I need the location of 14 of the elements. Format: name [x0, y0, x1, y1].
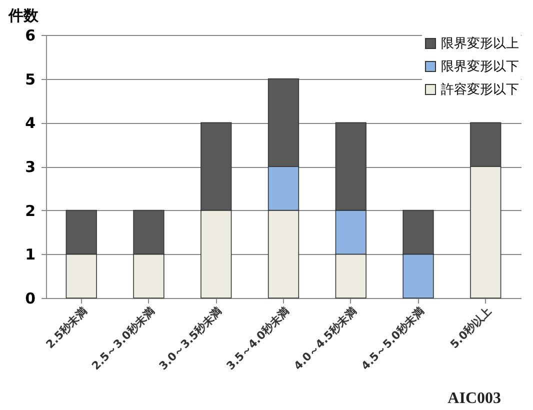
y-tick-label: 0: [25, 290, 36, 308]
legend-label: 限界変形以上: [441, 36, 519, 52]
y-tick-label: 3: [25, 158, 36, 176]
text: AIC003: [448, 390, 501, 407]
y-tick-label: 1: [25, 246, 36, 264]
legend-label: 限界変形以下: [441, 58, 519, 74]
y-tick-label: 6: [25, 26, 36, 44]
legend-label: 許容変形以下: [441, 82, 519, 98]
x-tick-label: 4.0～4.5秒未満: [291, 304, 360, 373]
y-tick-label: 4: [25, 114, 36, 132]
y-axis-title: 件数: [8, 6, 40, 24]
y-tick-label: 2: [25, 202, 36, 220]
y-tick-label: 5: [25, 70, 36, 88]
x-tick-label: 3.5～4.0秒未満: [224, 304, 292, 373]
